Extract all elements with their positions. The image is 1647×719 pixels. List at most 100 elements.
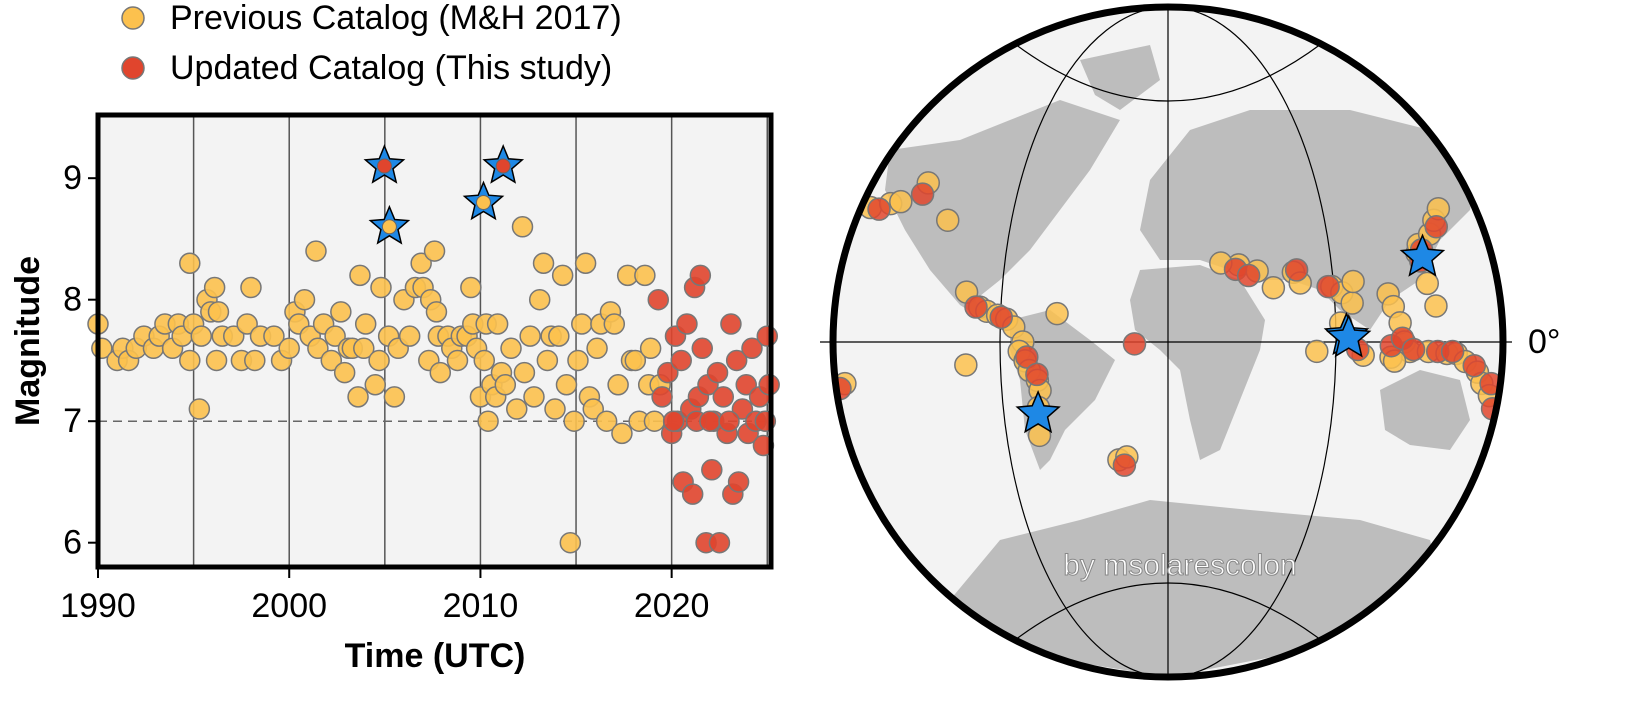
point: [681, 483, 704, 505]
point: [207, 301, 230, 323]
y-axis-label: Magnitude: [9, 256, 47, 426]
point: [701, 459, 723, 481]
point: [500, 337, 522, 360]
point: [324, 325, 346, 347]
map-point: [1025, 362, 1049, 387]
point: [571, 313, 593, 335]
point: [494, 373, 517, 396]
map-stars: [1015, 233, 1446, 434]
point: [240, 276, 262, 299]
y-tick-label: 8: [63, 281, 82, 319]
point: [624, 349, 647, 372]
point: [486, 313, 509, 335]
map-point: [1440, 339, 1465, 364]
point: [446, 349, 469, 372]
point: [689, 264, 712, 287]
point: [548, 325, 570, 347]
map-point: [1284, 258, 1309, 282]
map-point: [910, 182, 935, 206]
point: [349, 264, 371, 287]
map-star: [1015, 389, 1061, 434]
point: [425, 301, 448, 323]
point: [333, 361, 356, 384]
plot-area: [87, 115, 780, 567]
point: [205, 349, 228, 372]
point: [718, 410, 740, 432]
point: [551, 264, 574, 287]
point: [639, 337, 662, 360]
map-point: [1462, 353, 1486, 378]
map-point: [1015, 345, 1039, 369]
map-point: [889, 189, 913, 214]
watermark: by msolarescolon: [1063, 549, 1296, 582]
point: [398, 325, 421, 347]
point: [519, 325, 541, 347]
point: [523, 386, 545, 408]
map-point: [1424, 294, 1448, 318]
point: [741, 337, 763, 360]
point: [473, 349, 496, 372]
point: [278, 337, 300, 360]
point: [731, 398, 754, 420]
map-point: [1340, 291, 1364, 315]
point: [574, 252, 597, 274]
map-point: [1112, 453, 1137, 477]
point: [203, 276, 226, 299]
point: [691, 337, 713, 360]
point: [477, 410, 499, 432]
point: [607, 373, 629, 396]
point: [727, 471, 750, 493]
star-center: [376, 158, 392, 174]
point: [244, 349, 266, 372]
map-point: [1261, 275, 1286, 300]
point: [368, 349, 390, 372]
x-tick-label: 2010: [443, 587, 519, 625]
map-point: [1122, 332, 1147, 356]
point: [712, 386, 735, 408]
point: [410, 252, 432, 274]
map-point: [935, 208, 960, 232]
point: [236, 313, 258, 335]
x-tick-label: 2020: [634, 587, 710, 625]
point: [423, 240, 446, 262]
point: [651, 386, 673, 408]
point: [586, 337, 608, 360]
point: [511, 216, 534, 238]
point: [370, 276, 392, 299]
map-land: [885, 45, 1480, 677]
point: [307, 337, 329, 360]
point: [708, 531, 731, 554]
point: [699, 410, 721, 432]
point: [662, 410, 685, 432]
point: [188, 398, 211, 420]
point: [506, 398, 528, 420]
map-point: [1341, 269, 1365, 294]
point: [567, 349, 589, 372]
point: [263, 325, 285, 347]
point: [706, 361, 729, 384]
point: [364, 373, 387, 396]
point: [559, 531, 582, 554]
plot-frame: [95, 112, 774, 570]
map-point: [867, 197, 891, 221]
point: [563, 410, 585, 432]
map-point: [1415, 271, 1440, 296]
point: [429, 361, 452, 384]
point: [532, 252, 555, 274]
y-tick-label: 9: [63, 159, 82, 197]
star-center: [495, 158, 511, 174]
x-tick-label: 2000: [251, 587, 327, 625]
point: [330, 301, 352, 323]
map-point: [964, 295, 988, 319]
point: [223, 325, 245, 347]
x-tick-label: 1990: [60, 587, 136, 625]
map-star: [1399, 233, 1446, 277]
point: [353, 337, 375, 360]
point: [634, 264, 656, 287]
point: [536, 349, 559, 372]
map-point: [1316, 274, 1340, 299]
map-border: [829, 3, 1507, 681]
map-point: [1401, 337, 1426, 362]
x-axis-label: Time (UTC): [345, 637, 526, 675]
point: [513, 361, 536, 384]
